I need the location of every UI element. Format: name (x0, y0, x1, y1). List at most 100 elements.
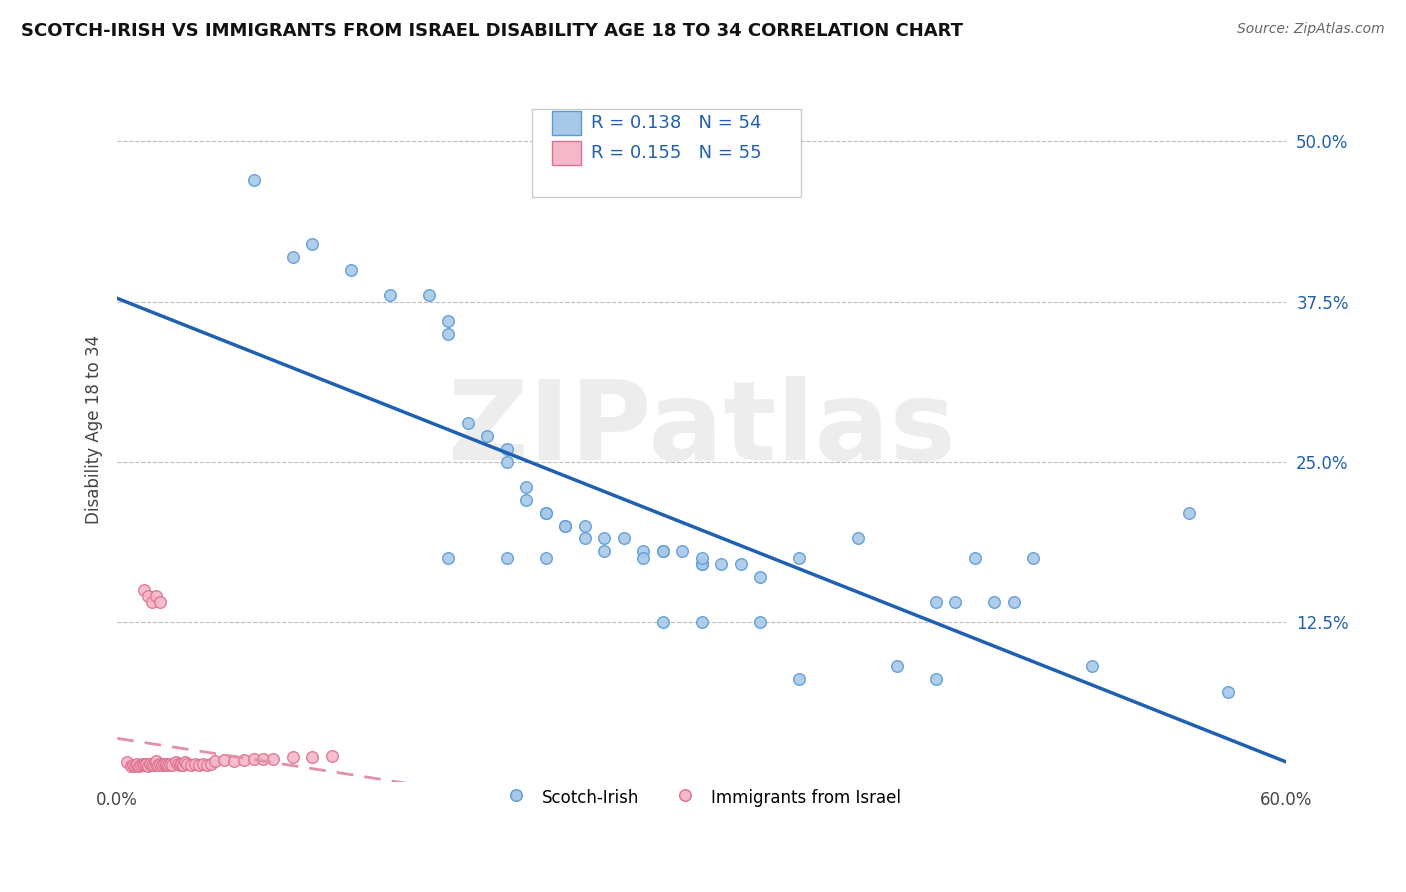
Point (115, 756, 138, 770)
Point (613, 532, 636, 546)
Point (155, 756, 177, 771)
Point (437, 314, 460, 328)
Point (155, 758, 177, 772)
Point (651, 615, 673, 629)
Point (477, 429, 499, 443)
Point (633, 544, 655, 558)
Point (120, 759, 142, 773)
Point (145, 754, 167, 768)
Point (690, 557, 713, 571)
Point (1080, 659, 1102, 673)
Point (165, 756, 187, 770)
Point (131, 756, 153, 771)
Point (242, 751, 264, 765)
Point (534, 506, 557, 520)
Point (574, 532, 596, 546)
Point (963, 550, 986, 565)
Point (418, 288, 440, 302)
Point (787, 550, 810, 565)
Point (593, 532, 616, 546)
Point (574, 518, 596, 533)
Point (150, 758, 173, 772)
Point (124, 759, 146, 773)
Point (141, 758, 163, 772)
Point (690, 550, 713, 565)
Point (180, 758, 202, 772)
Point (886, 659, 908, 673)
Point (145, 756, 167, 771)
Point (281, 250, 304, 264)
Point (1022, 550, 1045, 565)
Point (730, 557, 752, 571)
Point (195, 758, 218, 772)
Text: SCOTCH-IRISH VS IMMIGRANTS FROM ISRAEL DISABILITY AGE 18 TO 34 CORRELATION CHART: SCOTCH-IRISH VS IMMIGRANTS FROM ISRAEL D… (21, 22, 963, 40)
Point (378, 288, 401, 302)
Point (145, 589, 167, 603)
Point (204, 754, 226, 768)
Point (437, 326, 460, 341)
Point (924, 595, 946, 609)
Point (252, 751, 274, 765)
Point (138, 589, 160, 603)
Point (1178, 506, 1201, 520)
Point (121, 758, 143, 772)
Point (534, 550, 557, 565)
Point (174, 756, 197, 770)
Point (191, 756, 214, 771)
Text: R = 0.155   N = 55: R = 0.155 N = 55 (591, 145, 762, 162)
Point (138, 759, 160, 773)
Point (534, 506, 557, 520)
Point (170, 756, 193, 771)
Point (651, 544, 673, 558)
Point (262, 751, 284, 765)
Point (153, 756, 176, 771)
Point (166, 756, 188, 771)
Point (139, 756, 162, 771)
Point (437, 550, 460, 565)
Point (710, 557, 733, 571)
Legend: Scotch-Irish, Immigrants from Israel: Scotch-Irish, Immigrants from Israel (495, 779, 908, 815)
Point (281, 750, 304, 764)
Point (135, 758, 157, 772)
Point (135, 756, 157, 771)
Point (554, 518, 576, 533)
Point (301, 236, 323, 251)
Point (593, 544, 616, 558)
Point (149, 756, 172, 771)
Text: R = 0.138   N = 54: R = 0.138 N = 54 (591, 114, 761, 132)
Point (301, 750, 323, 764)
Point (134, 582, 156, 597)
Point (141, 595, 163, 609)
Point (846, 532, 869, 546)
Point (188, 758, 211, 772)
Point (496, 550, 519, 565)
Point (214, 753, 236, 767)
Point (457, 416, 479, 430)
Point (1216, 685, 1239, 699)
Point (633, 550, 655, 565)
Point (176, 756, 198, 771)
Point (340, 262, 363, 277)
Bar (553, 141, 582, 166)
Point (159, 756, 181, 771)
Point (232, 753, 254, 767)
Point (146, 758, 169, 772)
Point (943, 595, 966, 609)
Point (924, 672, 946, 686)
Bar (553, 111, 582, 136)
Point (160, 758, 183, 772)
Point (242, 173, 264, 187)
Point (690, 615, 713, 629)
Point (554, 518, 576, 533)
Point (496, 442, 519, 456)
Point (321, 749, 343, 764)
Point (787, 672, 810, 686)
Point (515, 480, 537, 494)
Point (749, 615, 772, 629)
Point (134, 758, 156, 772)
Point (125, 758, 148, 772)
Point (515, 493, 537, 508)
Point (169, 758, 191, 772)
Text: ZIPatlas: ZIPatlas (449, 376, 956, 483)
Point (128, 759, 150, 773)
